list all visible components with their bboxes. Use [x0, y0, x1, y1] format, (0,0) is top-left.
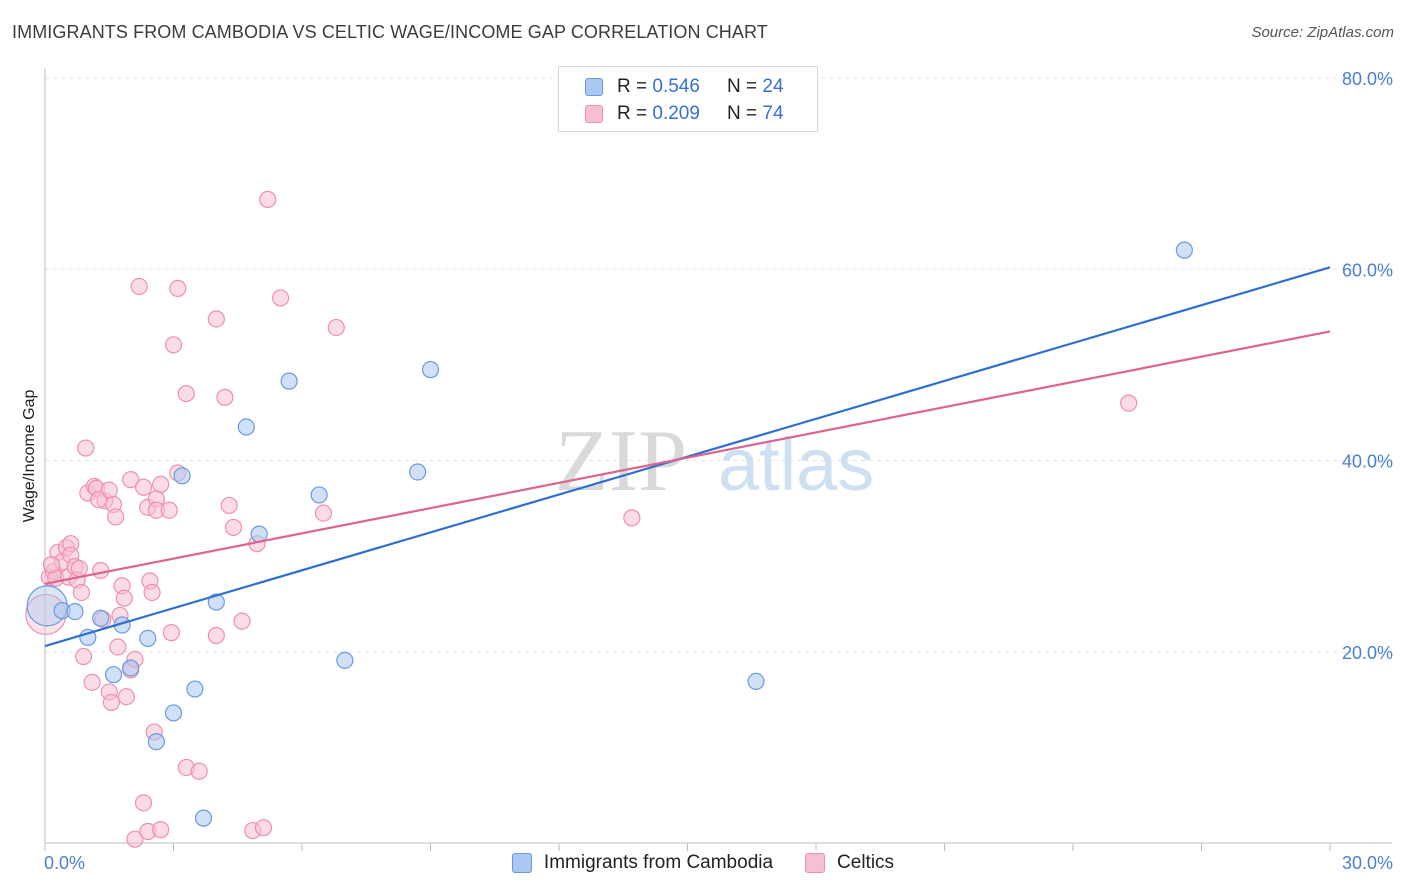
legend-n-label: N = [727, 103, 763, 124]
legend-swatch-cambodia [511, 853, 532, 873]
celtics-point [162, 624, 180, 642]
series-legend: Immigrants from Cambodia Celtics [0, 852, 1406, 874]
celtics-point [107, 508, 125, 526]
celtics-point [109, 638, 127, 656]
celtics-point [271, 289, 290, 307]
legend-label-cambodia: Immigrants from Cambodia [543, 852, 774, 873]
cambodia-point [173, 467, 191, 485]
celtics-point [233, 612, 251, 630]
cambodia-point [421, 361, 440, 379]
celtics-point [224, 518, 243, 537]
legend-r-value: 0.546 [652, 76, 700, 97]
legend-r-value: 0.209 [652, 103, 700, 124]
celtics-point [89, 491, 108, 509]
celtics-point [70, 559, 88, 578]
cambodia-point [237, 418, 255, 436]
legend-n-value: 24 [762, 76, 784, 97]
stats-legend: R = 0.546 N = 24 R = 0.209 N = 74 [558, 66, 818, 132]
celtics-point [169, 279, 187, 297]
legend-swatch-celtics [805, 853, 826, 873]
cambodia-point [747, 672, 765, 690]
trendlines [44, 266, 1331, 648]
x-tick-labels: 0.0% 30.0% [44, 853, 1393, 873]
celtics-point [74, 647, 93, 666]
celtics-point [623, 509, 641, 527]
celtics-point [216, 388, 234, 406]
cambodia-point [310, 486, 328, 504]
celtics-point [42, 556, 61, 574]
celtics-point [254, 819, 273, 837]
cambodia-point [79, 628, 97, 647]
cambodia-point [147, 733, 165, 751]
grid-lines [45, 77, 1392, 653]
cambodia-point [207, 593, 225, 611]
celtics-point [115, 589, 133, 607]
celtics-point [126, 830, 144, 848]
series-cambodia-points [26, 241, 1193, 827]
celtics-point [314, 504, 333, 522]
celtics-point [134, 478, 153, 496]
cambodia-point [409, 463, 427, 481]
legend-row-celtics: R = 0.209 N = 74 [585, 101, 784, 127]
legend-r-label: R = [617, 76, 653, 97]
celtics-point [143, 583, 161, 602]
cambodia-point [164, 704, 183, 722]
legend-swatch-pink [585, 105, 603, 123]
celtics-point [130, 277, 148, 296]
celtics-point [92, 561, 110, 580]
cambodia-point [336, 651, 354, 669]
celtics-point [117, 688, 135, 706]
celtics-point [207, 310, 225, 328]
celtics-point [1120, 394, 1138, 412]
celtics-point [207, 626, 225, 645]
x-tick-label: 0.0% [44, 853, 85, 873]
y-tick-label: 60.0% [1342, 260, 1393, 280]
legend-label-celtics: Celtics [837, 852, 895, 873]
celtics-point [220, 496, 238, 515]
legend-item-celtics[interactable]: Celtics [805, 852, 894, 874]
legend-row-cambodia: R = 0.546 N = 24 [585, 74, 784, 100]
celtics-point [164, 336, 183, 354]
source-label: Source: ZipAtlas.com [1251, 24, 1394, 41]
cambodia-point [1175, 241, 1193, 259]
watermark: ZIP atlas [555, 413, 874, 510]
cambodia-point [122, 659, 140, 677]
y-tick-labels: 20.0% 40.0% 60.0% 80.0% [1342, 69, 1393, 663]
celtics-point [259, 190, 277, 209]
celtics-point [122, 471, 140, 489]
celtics-point [83, 673, 101, 691]
celtics-point [177, 384, 195, 403]
cambodia-point [66, 602, 84, 621]
legend-swatch-blue [585, 78, 603, 96]
y-axis-label: Wage/Income Gap [21, 390, 38, 523]
cambodia-point [92, 609, 110, 627]
celtics-point [327, 318, 345, 337]
cambodia-point [104, 666, 123, 684]
legend-item-cambodia[interactable]: Immigrants from Cambodia [511, 852, 774, 874]
celtics-trendline [44, 330, 1331, 585]
legend-r-label: R = [617, 103, 653, 124]
celtics-point [134, 794, 153, 812]
y-tick-label: 20.0% [1342, 643, 1393, 663]
celtics-point [160, 501, 178, 519]
celtics-point [102, 693, 120, 712]
legend-n-value: 74 [762, 103, 784, 124]
cambodia-point [139, 629, 157, 647]
celtics-point [152, 475, 170, 494]
legend-n-label: N = [727, 76, 763, 97]
y-tick-label: 80.0% [1342, 69, 1393, 89]
cambodia-point [194, 809, 213, 827]
celtics-point [190, 762, 208, 780]
chart-title: IMMIGRANTS FROM CAMBODIA VS CELTIC WAGE/… [12, 22, 768, 42]
cambodia-point [186, 680, 204, 698]
celtics-point [77, 439, 95, 457]
axes [44, 68, 1392, 851]
cambodia-point [280, 372, 298, 390]
x-tick-label: 30.0% [1342, 853, 1393, 873]
y-tick-label: 40.0% [1342, 452, 1393, 472]
celtics-point [152, 821, 170, 839]
series-celtics-points [25, 190, 1138, 848]
celtics-point [72, 583, 91, 602]
